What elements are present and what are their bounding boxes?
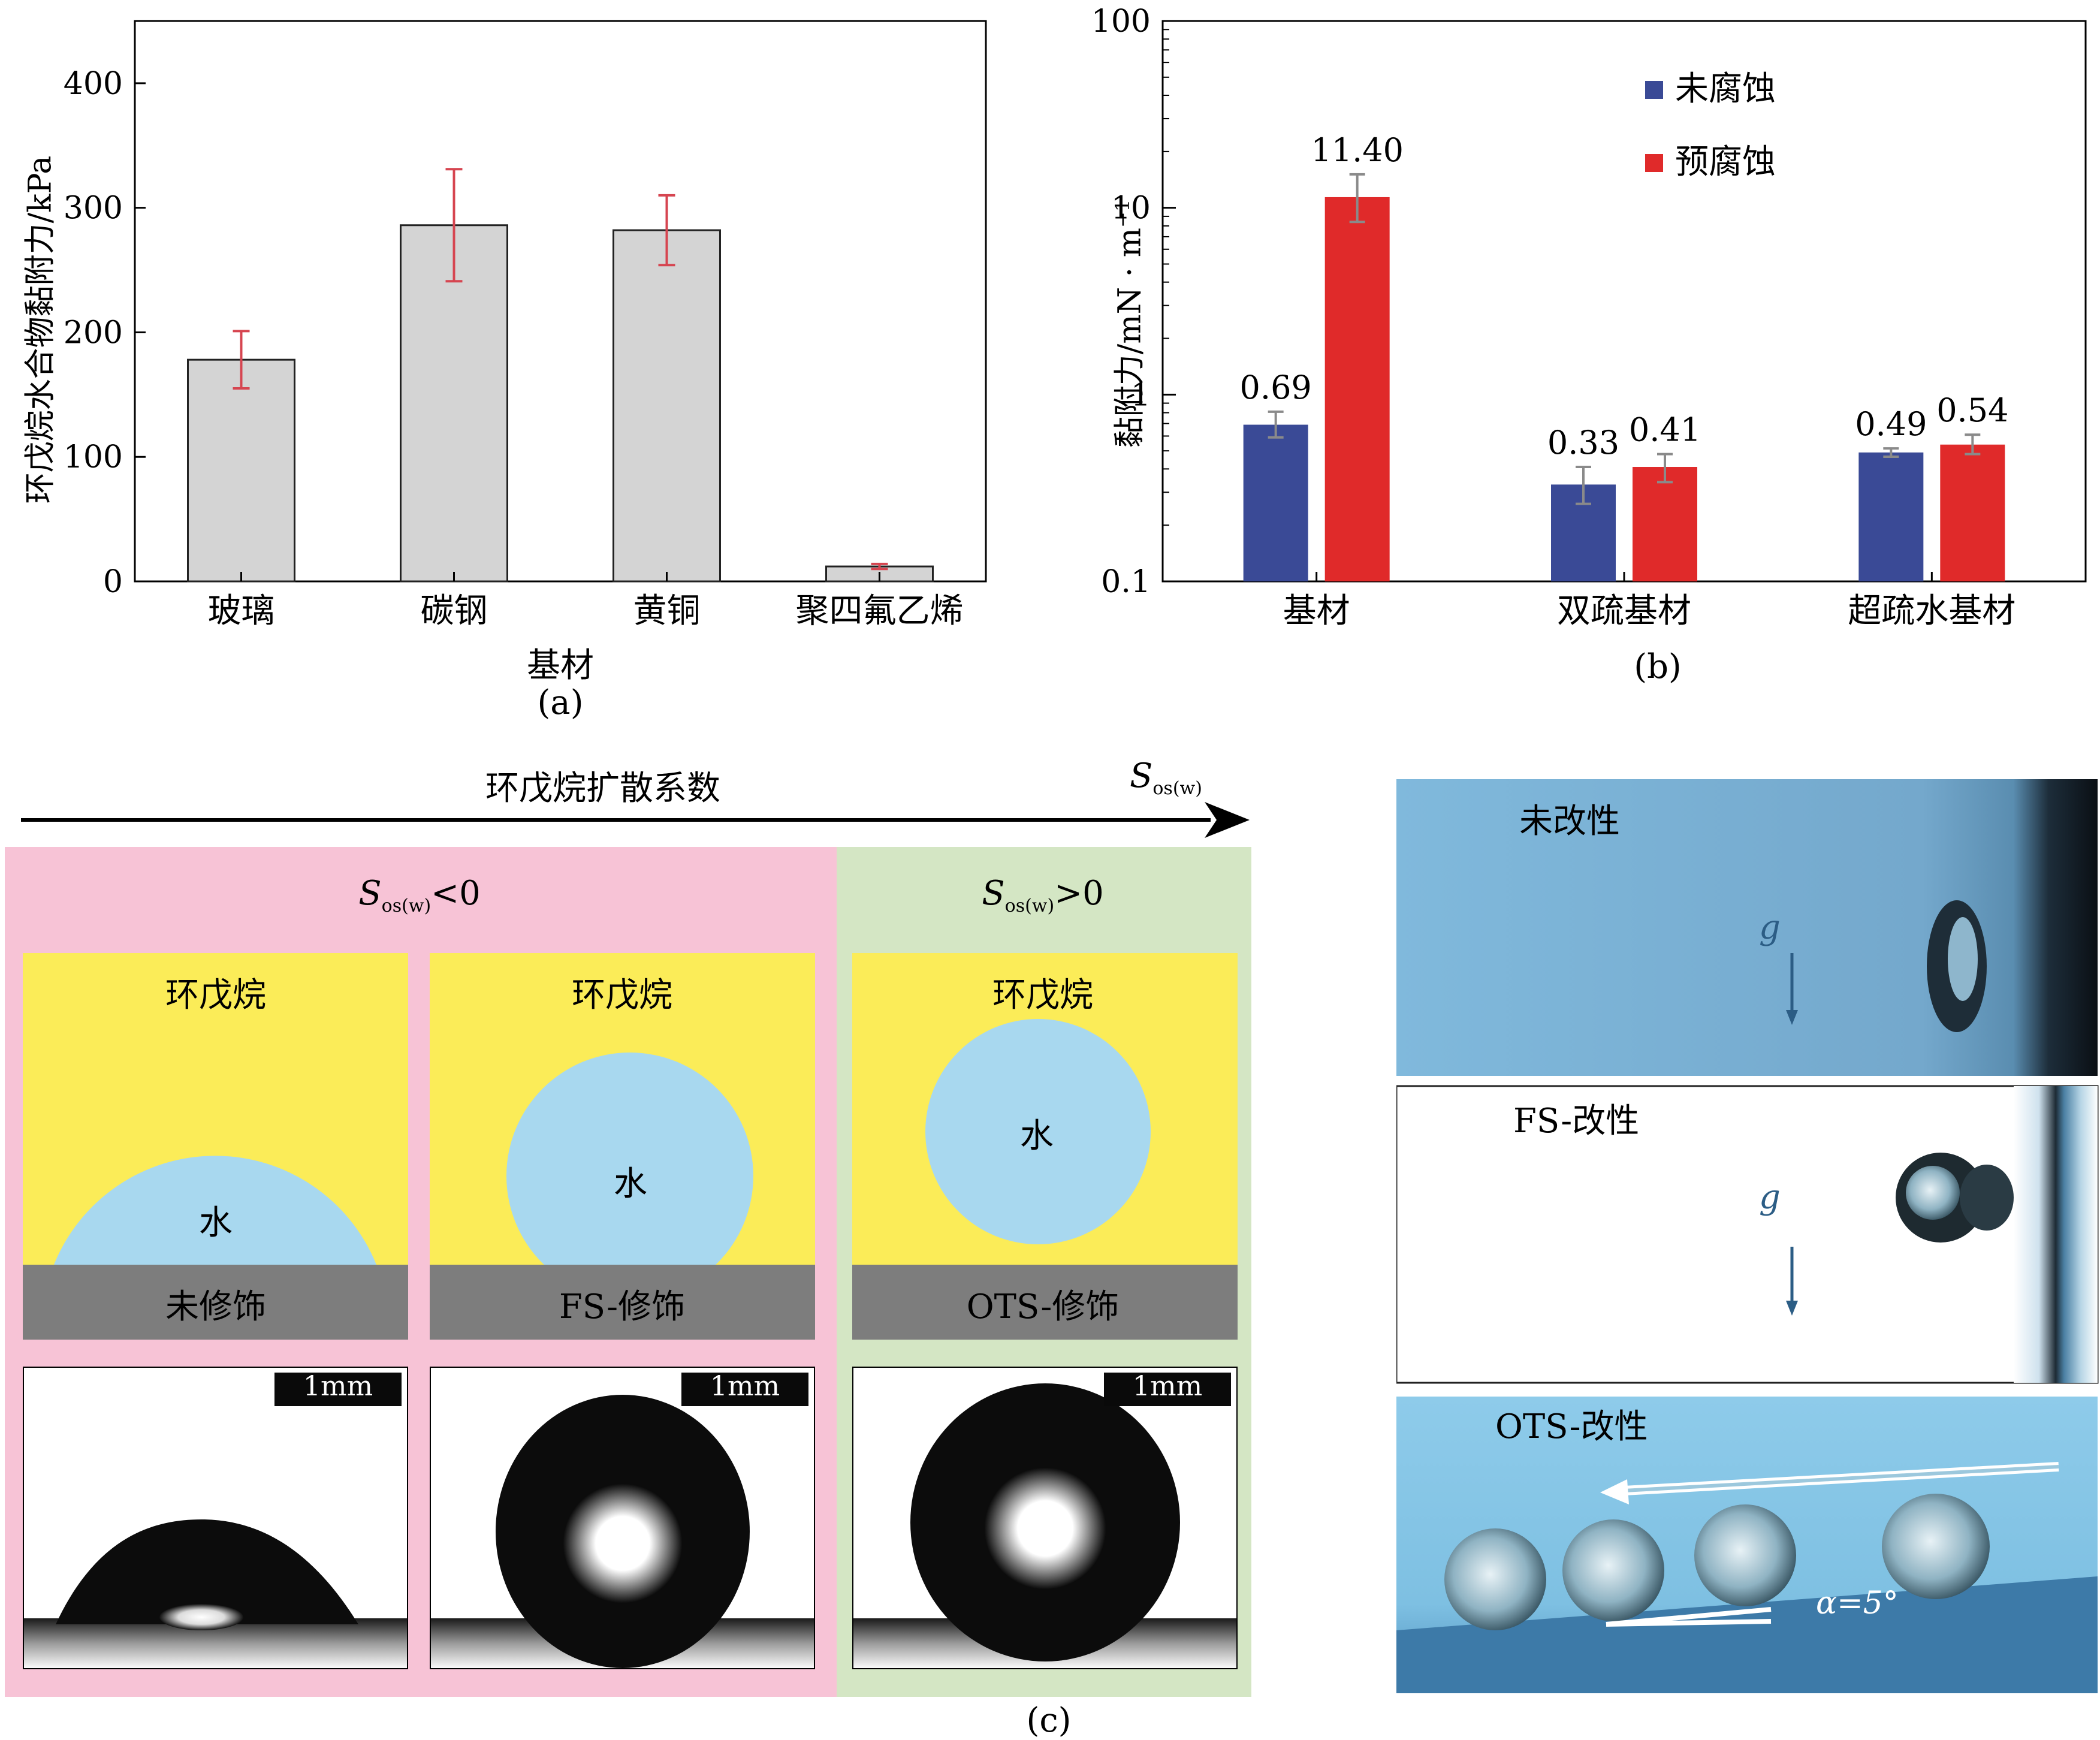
data-label: 0.54 <box>1936 391 2008 429</box>
photo-3-label: OTS-改性 <box>1495 1407 1648 1446</box>
schematic-unmodified <box>23 953 408 1340</box>
bar <box>400 224 508 583</box>
bar-uncorroded <box>1858 452 1924 581</box>
substrate <box>430 1265 815 1340</box>
schematic-1-oil: 环戊烷 <box>165 976 266 1015</box>
substrate <box>852 1265 1238 1340</box>
photo-3-angle: α=5° <box>1816 1585 1899 1621</box>
chart-a-ylabel: 环戊烷水合物黏附力/kPa <box>22 155 59 504</box>
scale-bar-3: 1mm <box>1132 1370 1203 1402</box>
chart-b-ylabel-sup: −1 <box>1111 199 1135 228</box>
region-positive-label: Sos(w)>0 <box>982 874 1103 916</box>
data-label: 0.33 <box>1547 424 1619 462</box>
schematic-2-water: 水 <box>614 1165 647 1204</box>
substrate <box>23 1265 408 1340</box>
y-tick-label: 0 <box>103 564 123 600</box>
chart-a-xlabel: 基材 <box>527 646 594 685</box>
arrow-symbol-s: S <box>1130 756 1153 795</box>
plot-frame <box>134 20 987 583</box>
data-label: 0.41 <box>1629 411 1701 449</box>
schematic-2-oil: 环戊烷 <box>572 976 672 1015</box>
schematic-3-water: 水 <box>1020 1117 1054 1156</box>
x-tick-label: 超疏水基材 <box>1848 592 2015 631</box>
data-label: 0.49 <box>1855 405 1927 443</box>
neg-rel: <0 <box>431 874 481 913</box>
diffusion-arrow <box>21 802 1250 838</box>
chart-b: 0.1 1 10 100 0.69 11.40 基材 0.33 0.41 双疏基材 0.49 0.54… <box>1091 4 2087 631</box>
chart-b-ylabel: 黏附力/mN · m−1 <box>1105 200 1149 448</box>
schematic-3-substrate: OTS-修饰 <box>966 1287 1120 1326</box>
legend-label: 预腐蚀 <box>1675 143 1776 182</box>
arrow-symbol: Sos(w) <box>1130 756 1202 799</box>
water-drop <box>54 1156 376 1265</box>
x-tick-label: 聚四氟乙烯 <box>796 592 964 631</box>
photo-1-label: 未改性 <box>1519 802 1620 841</box>
pos-rel: >0 <box>1054 874 1104 913</box>
arrow-title: 环戊烷扩散系数 <box>485 769 720 808</box>
y-tick-label: 400 <box>64 66 123 102</box>
schematic-fs <box>430 953 815 1340</box>
legend-swatch <box>1645 154 1663 172</box>
region-negative-label: Sos(w)<0 <box>358 874 480 916</box>
y-tick-label: 0.1 <box>1101 564 1151 600</box>
bar <box>187 358 295 583</box>
bar-precorroded <box>1633 467 1697 581</box>
bar-precorroded <box>1324 197 1390 581</box>
bar-uncorroded <box>1243 424 1308 581</box>
schematic-1-water: 水 <box>199 1204 233 1243</box>
y-tick-label: 100 <box>64 439 123 475</box>
neg-s: S <box>358 874 382 913</box>
schematic-ots <box>852 953 1238 1340</box>
photo-ots <box>852 1367 1238 1669</box>
scale-bar-1: 1mm <box>303 1370 373 1402</box>
chart-b-ylabel-text: 黏附力/mN · m <box>1112 227 1148 448</box>
tilt-photos <box>1396 779 2099 1693</box>
y-tick-label: 300 <box>64 191 123 227</box>
panel-c-label: (c) <box>1026 1701 1072 1740</box>
schematic-2-substrate: FS-修饰 <box>559 1287 686 1326</box>
arrow-symbol-sub: os(w) <box>1152 778 1202 800</box>
y-tick-label: 10 <box>1111 191 1151 227</box>
bar <box>612 229 721 583</box>
chart-a: 0 100 200 300 400 玻璃 碳钢 黄铜 聚四氟乙烯 <box>64 20 987 631</box>
photo-unmodified <box>23 1367 408 1669</box>
data-label: 11.40 <box>1311 131 1404 169</box>
schematic-3-oil: 环戊烷 <box>992 976 1093 1015</box>
panel-a-label: (a) <box>537 683 584 722</box>
x-tick-label: 玻璃 <box>208 592 275 631</box>
x-tick-label: 基材 <box>1283 592 1350 631</box>
y-tick-label: 200 <box>64 315 123 351</box>
schematic-1-substrate: 未修饰 <box>165 1287 266 1326</box>
x-tick-label: 碳钢 <box>421 592 488 631</box>
legend-label: 未腐蚀 <box>1675 70 1776 108</box>
neg-sub: os(w) <box>381 895 432 917</box>
photo-2-gravity: g <box>1759 1178 1781 1217</box>
water-drop <box>506 1053 753 1299</box>
y-tick-label: 1 <box>1131 377 1151 413</box>
data-label: 0.69 <box>1240 369 1312 406</box>
photo-2-label: FS-改性 <box>1513 1102 1640 1141</box>
x-tick-label: 黄铜 <box>633 592 701 631</box>
y-tick-label: 100 <box>1091 4 1151 40</box>
scale-bar-2: 1mm <box>710 1370 780 1402</box>
photo-fs <box>430 1367 815 1669</box>
pos-s: S <box>982 874 1005 913</box>
x-tick-label: 双疏基材 <box>1557 592 1691 631</box>
photo-1-gravity: g <box>1759 908 1781 947</box>
water-drop <box>925 1019 1151 1244</box>
panel-b-label: (b) <box>1634 647 1682 686</box>
bar-precorroded <box>1940 444 2005 581</box>
pos-sub: os(w) <box>1004 895 1055 917</box>
legend-swatch <box>1645 81 1663 99</box>
